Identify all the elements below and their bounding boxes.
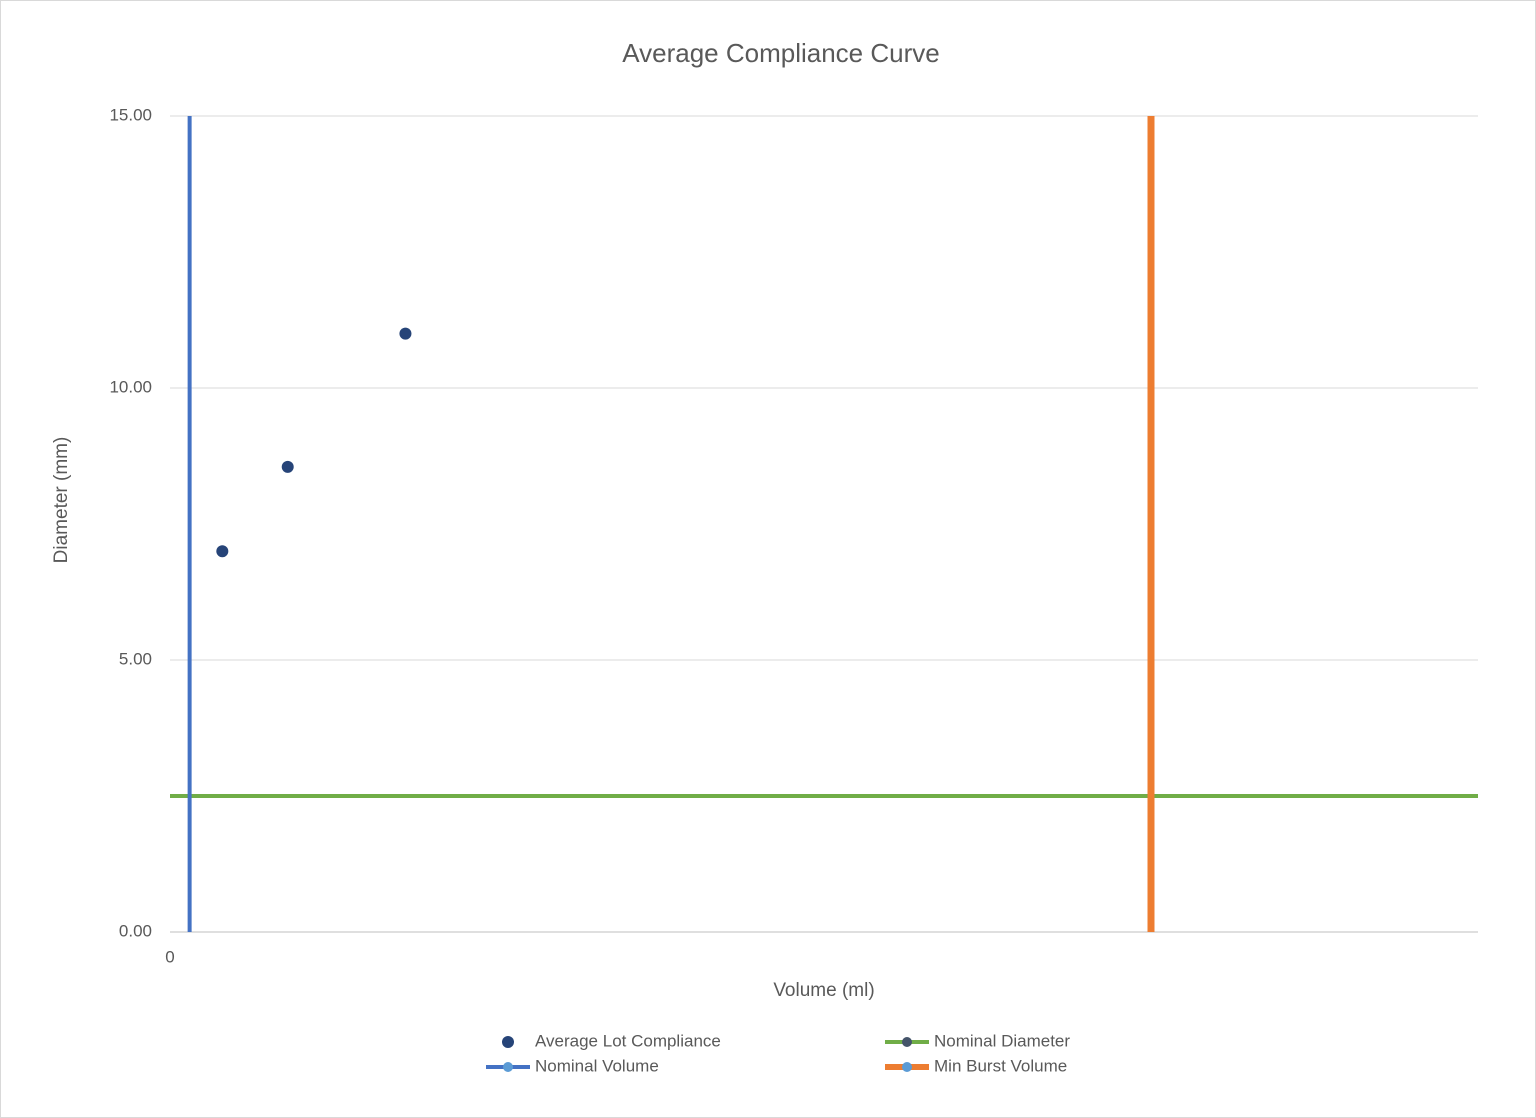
legend-label: Average Lot Compliance (535, 1031, 721, 1050)
y-tick-label: 5.00 (119, 649, 152, 668)
legend-label: Nominal Diameter (934, 1031, 1070, 1050)
legend-label: Nominal Volume (535, 1056, 659, 1075)
y-axis-label: Diameter (mm) (51, 437, 72, 564)
legend-marker (502, 1036, 514, 1048)
y-tick-label: 0.00 (119, 921, 152, 940)
legend-label: Min Burst Volume (934, 1056, 1067, 1075)
y-tick-label: 15.00 (109, 105, 152, 124)
data-point (216, 545, 229, 558)
legend-marker (503, 1062, 513, 1072)
x-tick-label: 0 (165, 947, 174, 966)
data-point (281, 460, 294, 473)
legend-marker (902, 1062, 912, 1072)
chart-title: Average Compliance Curve (622, 38, 939, 68)
x-axis-label: Volume (ml) (773, 980, 874, 1001)
y-tick-label: 10.00 (109, 377, 152, 396)
data-point (399, 327, 412, 340)
legend-marker (902, 1037, 912, 1047)
